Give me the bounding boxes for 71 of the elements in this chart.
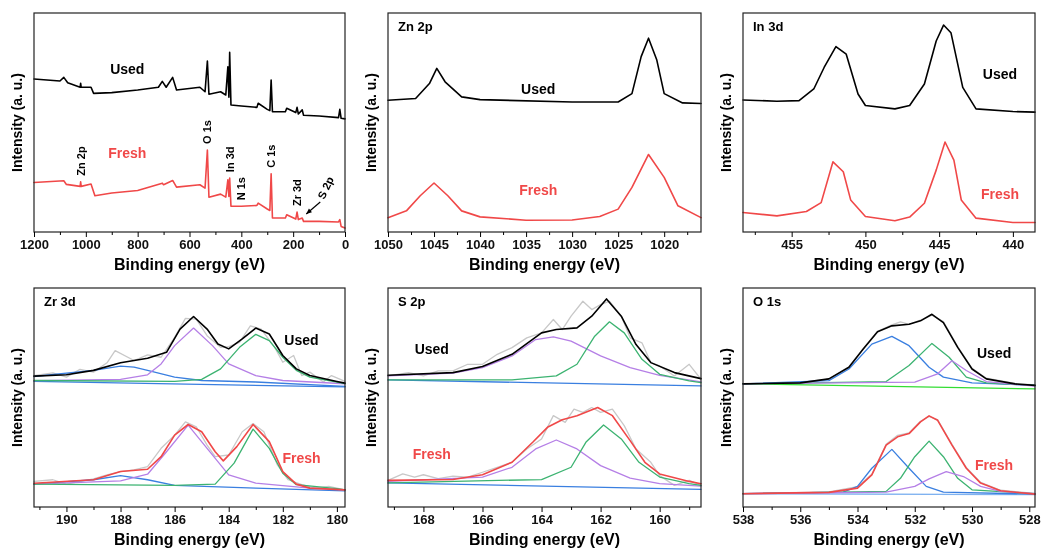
x-tick-label: 166 xyxy=(472,512,494,528)
y-axis-title: Intensity (a. u.) xyxy=(718,348,734,447)
series-label: Used xyxy=(982,65,1018,82)
x-tick-label: 450 xyxy=(855,237,877,253)
x-tick-label: 184 xyxy=(218,512,241,528)
x-tick-label: 800 xyxy=(127,237,150,253)
x-tick-label: 0 xyxy=(341,237,350,253)
x-tick-label: 1040 xyxy=(466,237,496,253)
x-tick-label: 1030 xyxy=(558,237,588,253)
x-tick-label: 536 xyxy=(789,512,812,528)
x-tick-label: 168 xyxy=(413,512,435,528)
x-tick-label: 1035 xyxy=(512,237,542,253)
x-tick-label: 400 xyxy=(230,237,253,253)
series-label: Used xyxy=(110,61,145,78)
chart-title: O 1s xyxy=(753,294,782,309)
chart-title: Zr 3d xyxy=(44,294,76,309)
x-tick-label: 455 xyxy=(781,237,804,253)
series-label: Used xyxy=(977,345,1012,362)
x-tick-label: 200 xyxy=(282,237,305,253)
chart-title: In 3d xyxy=(753,19,784,34)
x-tick-label: 1045 xyxy=(420,237,449,253)
y-axis-title: Intensity (a. u.) xyxy=(9,73,25,172)
x-tick-label: 162 xyxy=(590,512,612,528)
series-label: Used xyxy=(521,81,556,98)
x-tick-label: 534 xyxy=(847,512,870,528)
annotation: Zn 2p xyxy=(74,146,87,176)
series-label: Fresh xyxy=(975,456,1014,473)
x-axis-title: Binding energy (eV) xyxy=(113,256,266,273)
annotation: S 2p xyxy=(315,174,336,201)
x-tick-label: 180 xyxy=(326,512,349,528)
series-label: Fresh xyxy=(412,445,451,462)
x-tick-label: 1050 xyxy=(374,237,403,253)
series-label: Fresh xyxy=(519,181,558,198)
x-tick-label: 530 xyxy=(961,512,984,528)
x-tick-label: 1025 xyxy=(604,237,634,253)
series-label: Fresh xyxy=(980,186,1020,203)
y-axis-title: Intensity (a. u.) xyxy=(9,348,25,447)
x-tick-label: 528 xyxy=(1018,512,1041,528)
x-tick-label: 186 xyxy=(164,512,186,528)
x-tick-label: 164 xyxy=(531,512,554,528)
x-axis-title: Binding energy (eV) xyxy=(813,256,965,273)
y-axis-title: Intensity (a. u.) xyxy=(718,73,734,172)
x-axis-title: Binding energy (eV) xyxy=(113,531,266,548)
annotation: O 1s xyxy=(201,120,214,144)
series-label: Fresh xyxy=(282,450,321,467)
x-tick-label: 538 xyxy=(732,512,755,528)
annotation: In 3d xyxy=(223,146,236,173)
x-axis-title: Binding energy (eV) xyxy=(813,531,965,548)
x-tick-label: 188 xyxy=(110,512,132,528)
chart-title: Zn 2p xyxy=(398,19,433,34)
chart-title: S 2p xyxy=(398,294,426,309)
y-axis-title: Intensity (a. u.) xyxy=(363,348,379,447)
x-tick-label: 182 xyxy=(272,512,295,528)
x-tick-label: 1000 xyxy=(71,237,101,253)
x-axis-title: Binding energy (eV) xyxy=(468,256,621,273)
x-tick-label: 160 xyxy=(649,512,672,528)
annotation: Zr 3d xyxy=(291,179,304,207)
x-axis-title: Binding energy (eV) xyxy=(468,531,621,548)
series-label: Used xyxy=(284,331,319,348)
annotation: N 1s xyxy=(235,177,248,201)
x-tick-label: 440 xyxy=(1002,237,1025,253)
x-tick-label: 1200 xyxy=(20,237,49,253)
series-label: Used xyxy=(414,340,449,357)
series-label: Fresh xyxy=(108,144,147,161)
x-tick-label: 532 xyxy=(904,512,927,528)
x-tick-label: 445 xyxy=(928,237,951,253)
x-tick-label: 190 xyxy=(56,512,78,528)
x-tick-label: 1020 xyxy=(650,237,680,253)
x-tick-label: 600 xyxy=(179,237,201,253)
y-axis-title: Intensity (a. u.) xyxy=(363,73,379,172)
annotation: C 1s xyxy=(265,144,278,168)
